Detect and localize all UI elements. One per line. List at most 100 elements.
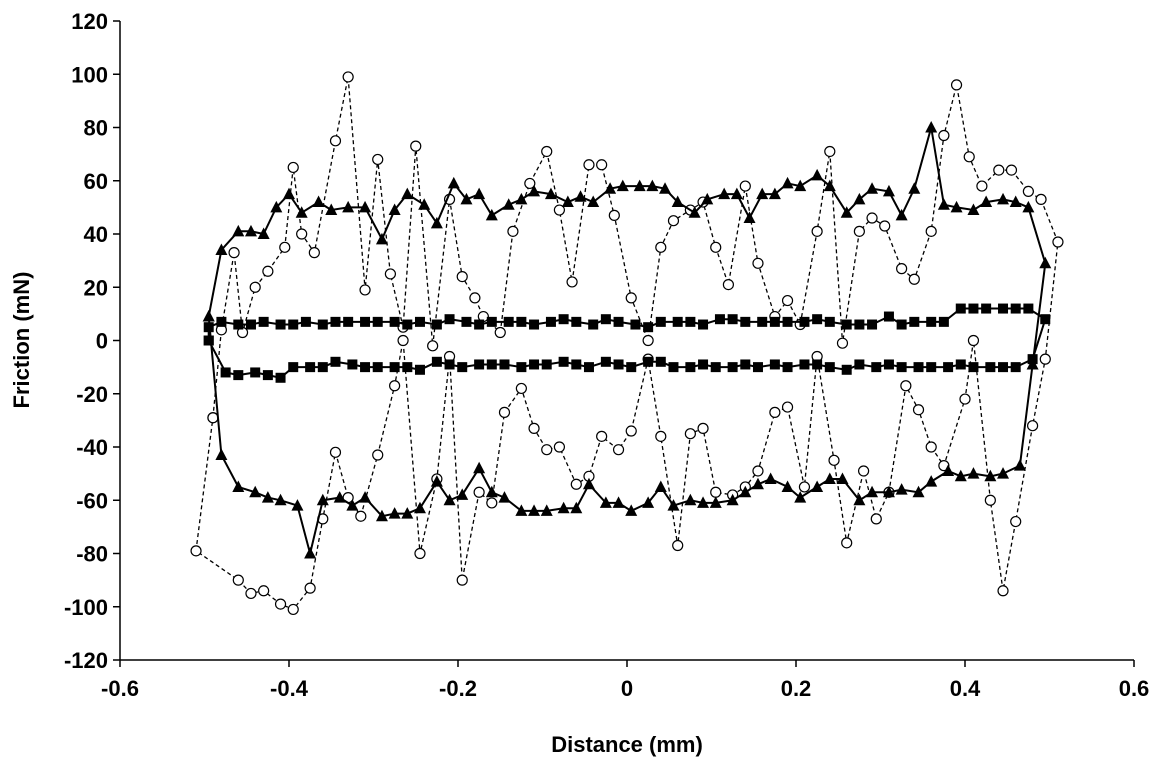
data-point-triangle [701, 192, 714, 205]
data-point-triangle [413, 501, 426, 514]
data-point-triangle [908, 182, 921, 194]
data-point-triangle [840, 206, 853, 218]
data-point-square [757, 316, 768, 327]
data-point-square [558, 356, 569, 367]
data-point-square [516, 316, 527, 327]
data-point-circle [967, 334, 980, 347]
data-point-square [926, 362, 937, 373]
data-point-triangle [460, 192, 473, 205]
data-point-square [474, 359, 485, 370]
data-point-triangle [659, 182, 672, 194]
series-layer [190, 71, 1064, 616]
data-point-square [812, 359, 823, 370]
data-point-square [414, 316, 425, 327]
data-point-circle [570, 478, 582, 490]
data-point-square [643, 356, 654, 367]
data-point-triangle [375, 232, 388, 245]
data-point-triangle [853, 493, 866, 506]
data-point-circle [769, 406, 781, 418]
x-tick-label: 0.6 [1119, 676, 1150, 701]
data-point-square [300, 316, 311, 327]
data-point-circle [287, 161, 299, 174]
data-point-triangle [709, 496, 722, 508]
data-point-circle [739, 180, 751, 192]
data-point-circle [798, 481, 811, 493]
data-point-square [613, 316, 624, 327]
data-point-circle [1039, 353, 1051, 365]
data-point-square [275, 319, 286, 330]
data-point-circle [625, 292, 637, 304]
data-point-triangle [346, 499, 359, 511]
data-point-square [655, 316, 666, 327]
data-point-triangle [515, 504, 528, 516]
data-point-triangle [515, 192, 528, 205]
data-point-triangle [688, 206, 701, 218]
data-point-square [583, 362, 594, 373]
data-point-triangle [570, 501, 583, 514]
data-point-square [740, 359, 751, 370]
data-point-triangle [756, 187, 769, 200]
data-point-square [867, 319, 878, 330]
data-point-square [710, 362, 721, 373]
data-point-square [1010, 362, 1021, 373]
data-point-triangle [984, 469, 997, 482]
data-point-circle [1005, 164, 1018, 176]
data-point-square [655, 356, 666, 367]
data-point-triangle [274, 493, 287, 506]
data-point-circle [1035, 193, 1047, 205]
data-point-circle [553, 441, 566, 453]
data-point-triangle [202, 310, 215, 322]
data-point-square [317, 362, 328, 373]
data-point-circle [410, 140, 422, 152]
data-point-square [854, 319, 865, 330]
data-point-triangle [325, 203, 338, 216]
data-point-circle [494, 326, 506, 339]
data-point-triangle [528, 184, 541, 197]
data-point-circle [245, 587, 257, 600]
data-point-circle [950, 79, 963, 91]
data-point-triangle [473, 187, 486, 200]
data-point-triangle [249, 485, 262, 498]
data-point-triangle [375, 509, 388, 522]
data-point-circle [993, 164, 1005, 176]
data-point-square [529, 359, 540, 370]
data-point-square [685, 362, 696, 373]
data-point-circle [427, 340, 439, 352]
data-point-circle [608, 209, 620, 221]
data-point-square [347, 359, 358, 370]
data-point-triangle [654, 480, 667, 492]
data-point-triangle [882, 184, 895, 197]
data-point-circle [596, 430, 608, 442]
data-point-triangle [671, 195, 684, 208]
data-point-square [486, 316, 497, 327]
data-point-circle [896, 263, 908, 275]
data-point-circle [722, 278, 735, 291]
data-point-square [938, 316, 949, 327]
data-point-triangle [1009, 195, 1022, 208]
data-point-square [824, 362, 835, 373]
data-point-triangle [447, 176, 460, 189]
data-point-circle [841, 537, 853, 549]
data-point-triangle [295, 206, 308, 218]
data-point-square [558, 314, 569, 325]
data-point-square [275, 372, 286, 383]
data-point-square [943, 362, 954, 373]
data-point-square [909, 316, 920, 327]
data-point-circle [963, 151, 975, 163]
y-tick-label: 40 [84, 222, 108, 247]
data-point-triangle [616, 179, 629, 192]
y-tick-label: -100 [64, 595, 108, 620]
data-point-circle [228, 247, 240, 259]
data-point-triangle [232, 480, 245, 492]
data-point-triangle [443, 493, 456, 506]
data-point-circle [853, 225, 865, 237]
data-point-square [250, 367, 261, 378]
data-point-circle [976, 180, 988, 192]
data-point-circle [207, 412, 219, 424]
data-point-circle [596, 159, 608, 171]
data-point-circle [287, 603, 299, 616]
data-point-square [431, 356, 442, 367]
data-point-square [698, 319, 709, 330]
data-point-triangle [261, 491, 274, 503]
data-point-triangle [270, 200, 283, 213]
